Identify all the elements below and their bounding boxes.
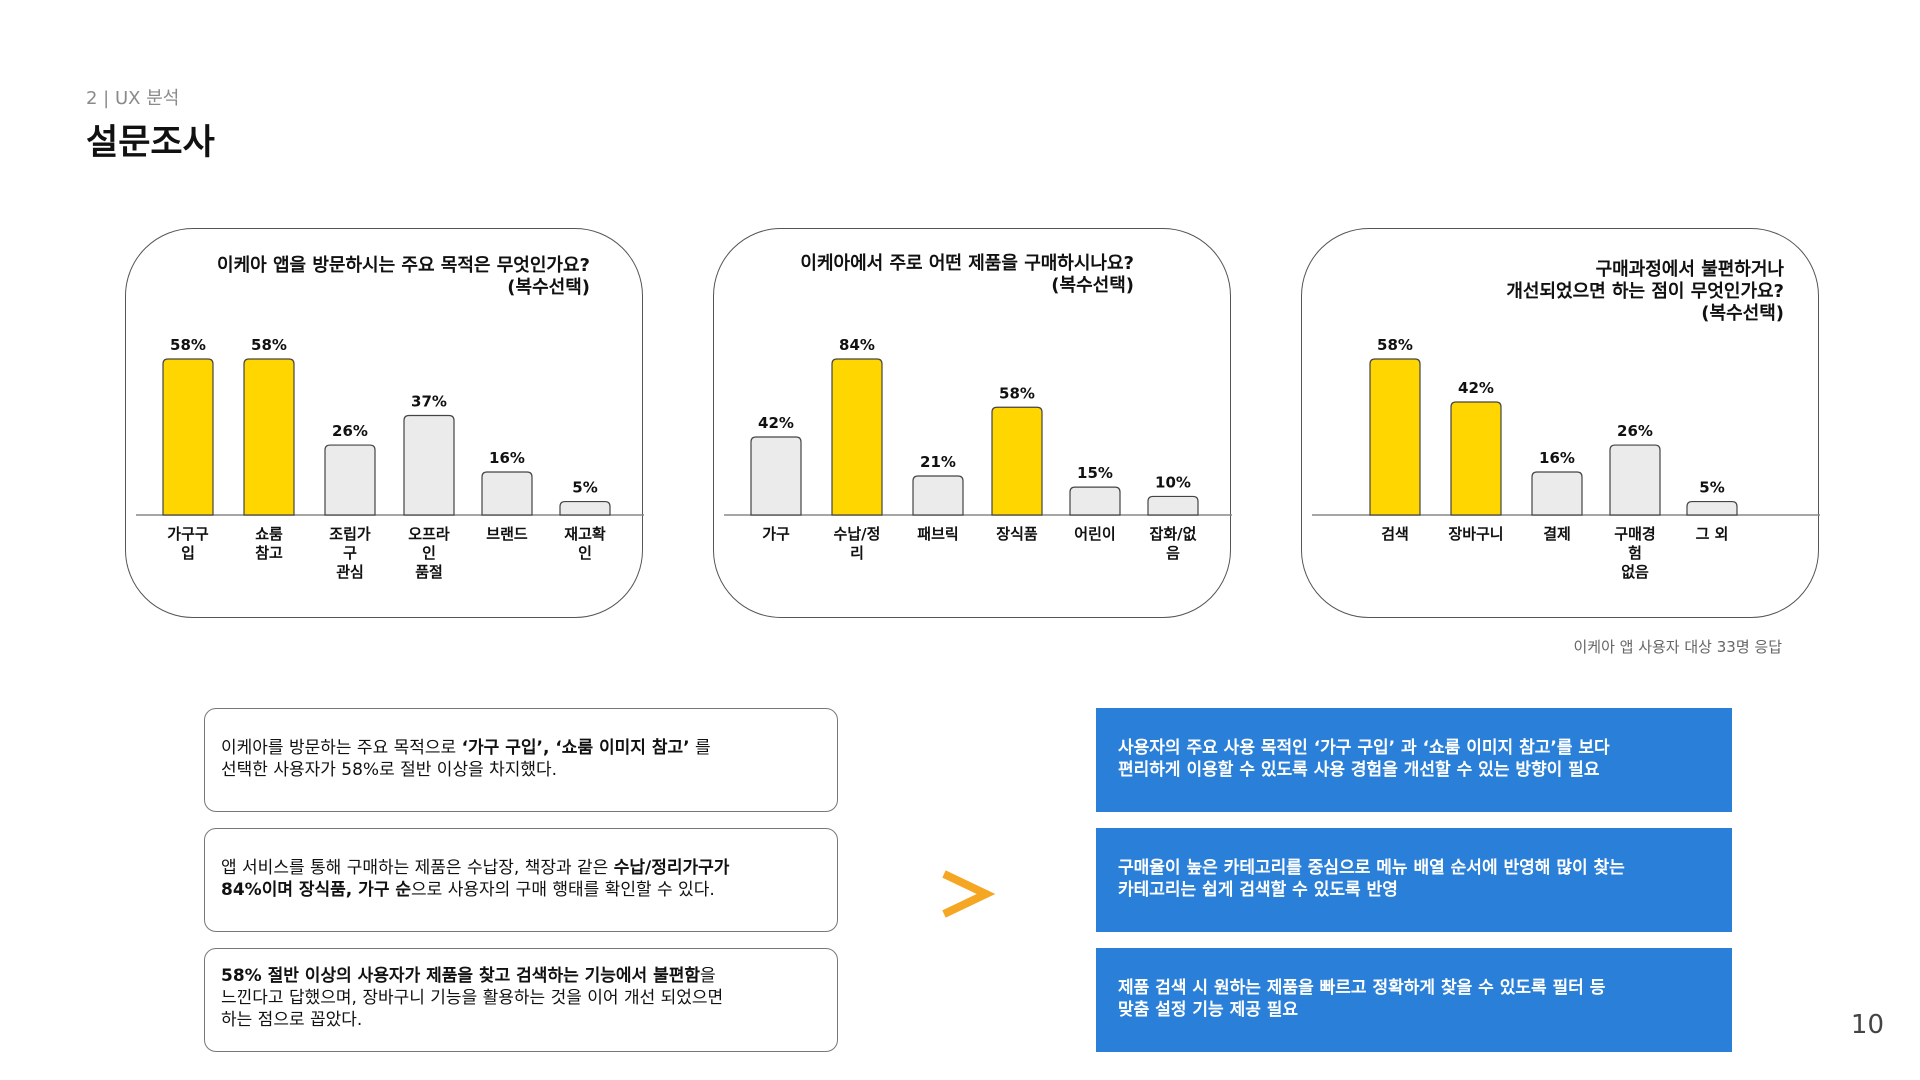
category-label: 참고 [255, 544, 283, 562]
category-label: 수납/정 [834, 525, 881, 543]
data-label: 84% [839, 336, 875, 354]
category-label: 관심 [336, 563, 364, 581]
bar [1531, 471, 1583, 516]
finding-bold: ‘가구 구입’, ‘쇼룸 이미지 참고’ [461, 738, 690, 758]
action-box: 구매율이 높은 카테고리를 중심으로 메뉴 배열 순서에 반영해 많이 찾는 카… [1096, 828, 1732, 932]
data-label: 16% [489, 449, 525, 467]
data-label: 10% [1155, 473, 1191, 491]
finding-bold: 수납/정리가구가 84%이며 장식품, 가구 순 [221, 858, 730, 900]
finding-text: 앱 서비스를 통해 구매하는 제품은 수납장, 책장과 같은 [221, 858, 614, 878]
bar [481, 471, 533, 516]
bar [1450, 401, 1502, 516]
data-label: 5% [1699, 479, 1724, 497]
bar [243, 358, 295, 516]
category-label: 브랜드 [486, 525, 528, 543]
category-label: 조립가 [329, 525, 371, 543]
category-label: 리 [850, 544, 864, 562]
chart-title: 이케아에서 주로 어떤 제품을 구매하시나요? (복수선택) [800, 253, 1134, 296]
data-label: 26% [332, 422, 368, 440]
chart-title: 이케아 앱을 방문하시는 주요 목적은 무엇인가요? (복수선택) [217, 255, 590, 298]
category-label: 구 [343, 544, 357, 562]
data-label: 37% [411, 392, 447, 410]
bar [750, 436, 802, 516]
category-label: 인 [422, 544, 436, 562]
category-label: 험 [1628, 544, 1642, 562]
section-label: 2 | UX 분석 [86, 88, 180, 109]
category-label: 패브릭 [917, 525, 958, 543]
page-number: 10 [1850, 1010, 1884, 1040]
category-label: 오프라 [408, 525, 450, 543]
bar [1369, 358, 1421, 516]
category-label: 결제 [1543, 525, 1571, 543]
category-label: 어린이 [1074, 525, 1115, 543]
finding-text: 으로 사용자의 구매 행태를 확인할 수 있다. [411, 880, 715, 900]
chart-card-improvement-points: 구매과정에서 불편하거나 개선되었으면 하는 점이 무엇인가요? (복수선택) … [1301, 228, 1820, 618]
bar [1686, 500, 1738, 516]
data-label: 58% [1377, 336, 1413, 354]
data-label: 5% [572, 479, 597, 497]
bar [403, 414, 455, 516]
category-label: 품절 [415, 563, 443, 581]
chevron-right-icon [942, 870, 996, 918]
category-label: 입 [181, 544, 195, 562]
data-label: 15% [1077, 464, 1113, 482]
source-note: 이케아 앱 사용자 대상 33명 응답 [1573, 638, 1782, 656]
bar [162, 358, 214, 516]
action-box: 제품 검색 시 원하는 제품을 빠르고 정확하게 찾을 수 있도록 필터 등 맞… [1096, 948, 1732, 1052]
finding-text: 를 선택한 사용자가 58%로 절반 이상을 차지했다. [221, 738, 711, 780]
category-label: 장식품 [996, 525, 1038, 543]
data-label: 58% [999, 384, 1035, 402]
category-label: 잡화/없 [1150, 525, 1197, 543]
category-label: 가구구 [167, 525, 209, 543]
finding-box: 앱 서비스를 통해 구매하는 제품은 수납장, 책장과 같은 수납/정리가구가 … [204, 828, 838, 932]
data-label: 42% [758, 414, 794, 432]
finding-box: 58% 절반 이상의 사용자가 제품을 찾고 검색하는 기능에서 불편함을 느낀… [204, 948, 838, 1052]
bar [991, 406, 1043, 516]
chart-purchased-products: 42% 가구 84% 수납/정리 21% 패브릭 58% 장식품 15% 어린이 10% 잡화/없음 [724, 336, 1232, 562]
category-label: 장바구니 [1448, 525, 1503, 543]
bar [324, 444, 376, 516]
data-label: 21% [920, 453, 956, 471]
action-box: 사용자의 주요 사용 목적인 ‘가구 구입’ 과 ‘쇼룸 이미지 참고’를 보다… [1096, 708, 1732, 812]
category-label: 음 [1166, 544, 1180, 562]
page-title: 설문조사 [86, 123, 215, 163]
bar [1609, 444, 1661, 516]
data-label: 58% [170, 336, 206, 354]
bar [831, 358, 883, 516]
bar [559, 500, 611, 516]
chart-title: 구매과정에서 불편하거나 개선되었으면 하는 점이 무엇인가요? (복수선택) [1506, 259, 1784, 324]
category-label: 구매경 [1614, 525, 1655, 543]
bar [1147, 495, 1199, 516]
chart-card-visit-purpose: 이케아 앱을 방문하시는 주요 목적은 무엇인가요? (복수선택) 58% 가구구… [125, 228, 644, 618]
finding-box: 이케아를 방문하는 주요 목적으로 ‘가구 구입’, ‘쇼룸 이미지 참고’ 를… [204, 708, 838, 812]
data-label: 42% [1458, 379, 1494, 397]
category-label: 가구 [762, 525, 790, 543]
category-label: 인 [578, 544, 592, 562]
category-label: 재고확 [564, 525, 606, 543]
finding-text: 을 느낀다고 답했으며, 장바구니 기능을 활용하는 것을 이어 개선 되었으면… [221, 966, 724, 1030]
finding-text: 이케아를 방문하는 주요 목적으로 [221, 738, 462, 758]
data-label: 16% [1539, 449, 1575, 467]
category-label: 그 외 [1696, 525, 1729, 543]
data-label: 26% [1617, 422, 1653, 440]
category-label: 없음 [1621, 563, 1649, 581]
chart-card-purchased-products: 이케아에서 주로 어떤 제품을 구매하시나요? (복수선택) 42% 가구 84% 수… [713, 228, 1232, 618]
data-label: 58% [251, 336, 287, 354]
chart-visit-purpose: 58%가구구입58%쇼룸참고26%조립가구관심37%오프라인품절16%브랜드5%… [136, 336, 644, 581]
bar [912, 475, 964, 516]
category-label: 쇼룸 [255, 525, 283, 543]
finding-bold: 58% 절반 이상의 사용자가 제품을 찾고 검색하는 기능에서 불편함 [221, 966, 701, 986]
bar [1069, 486, 1121, 516]
category-label: 검색 [1381, 525, 1409, 543]
